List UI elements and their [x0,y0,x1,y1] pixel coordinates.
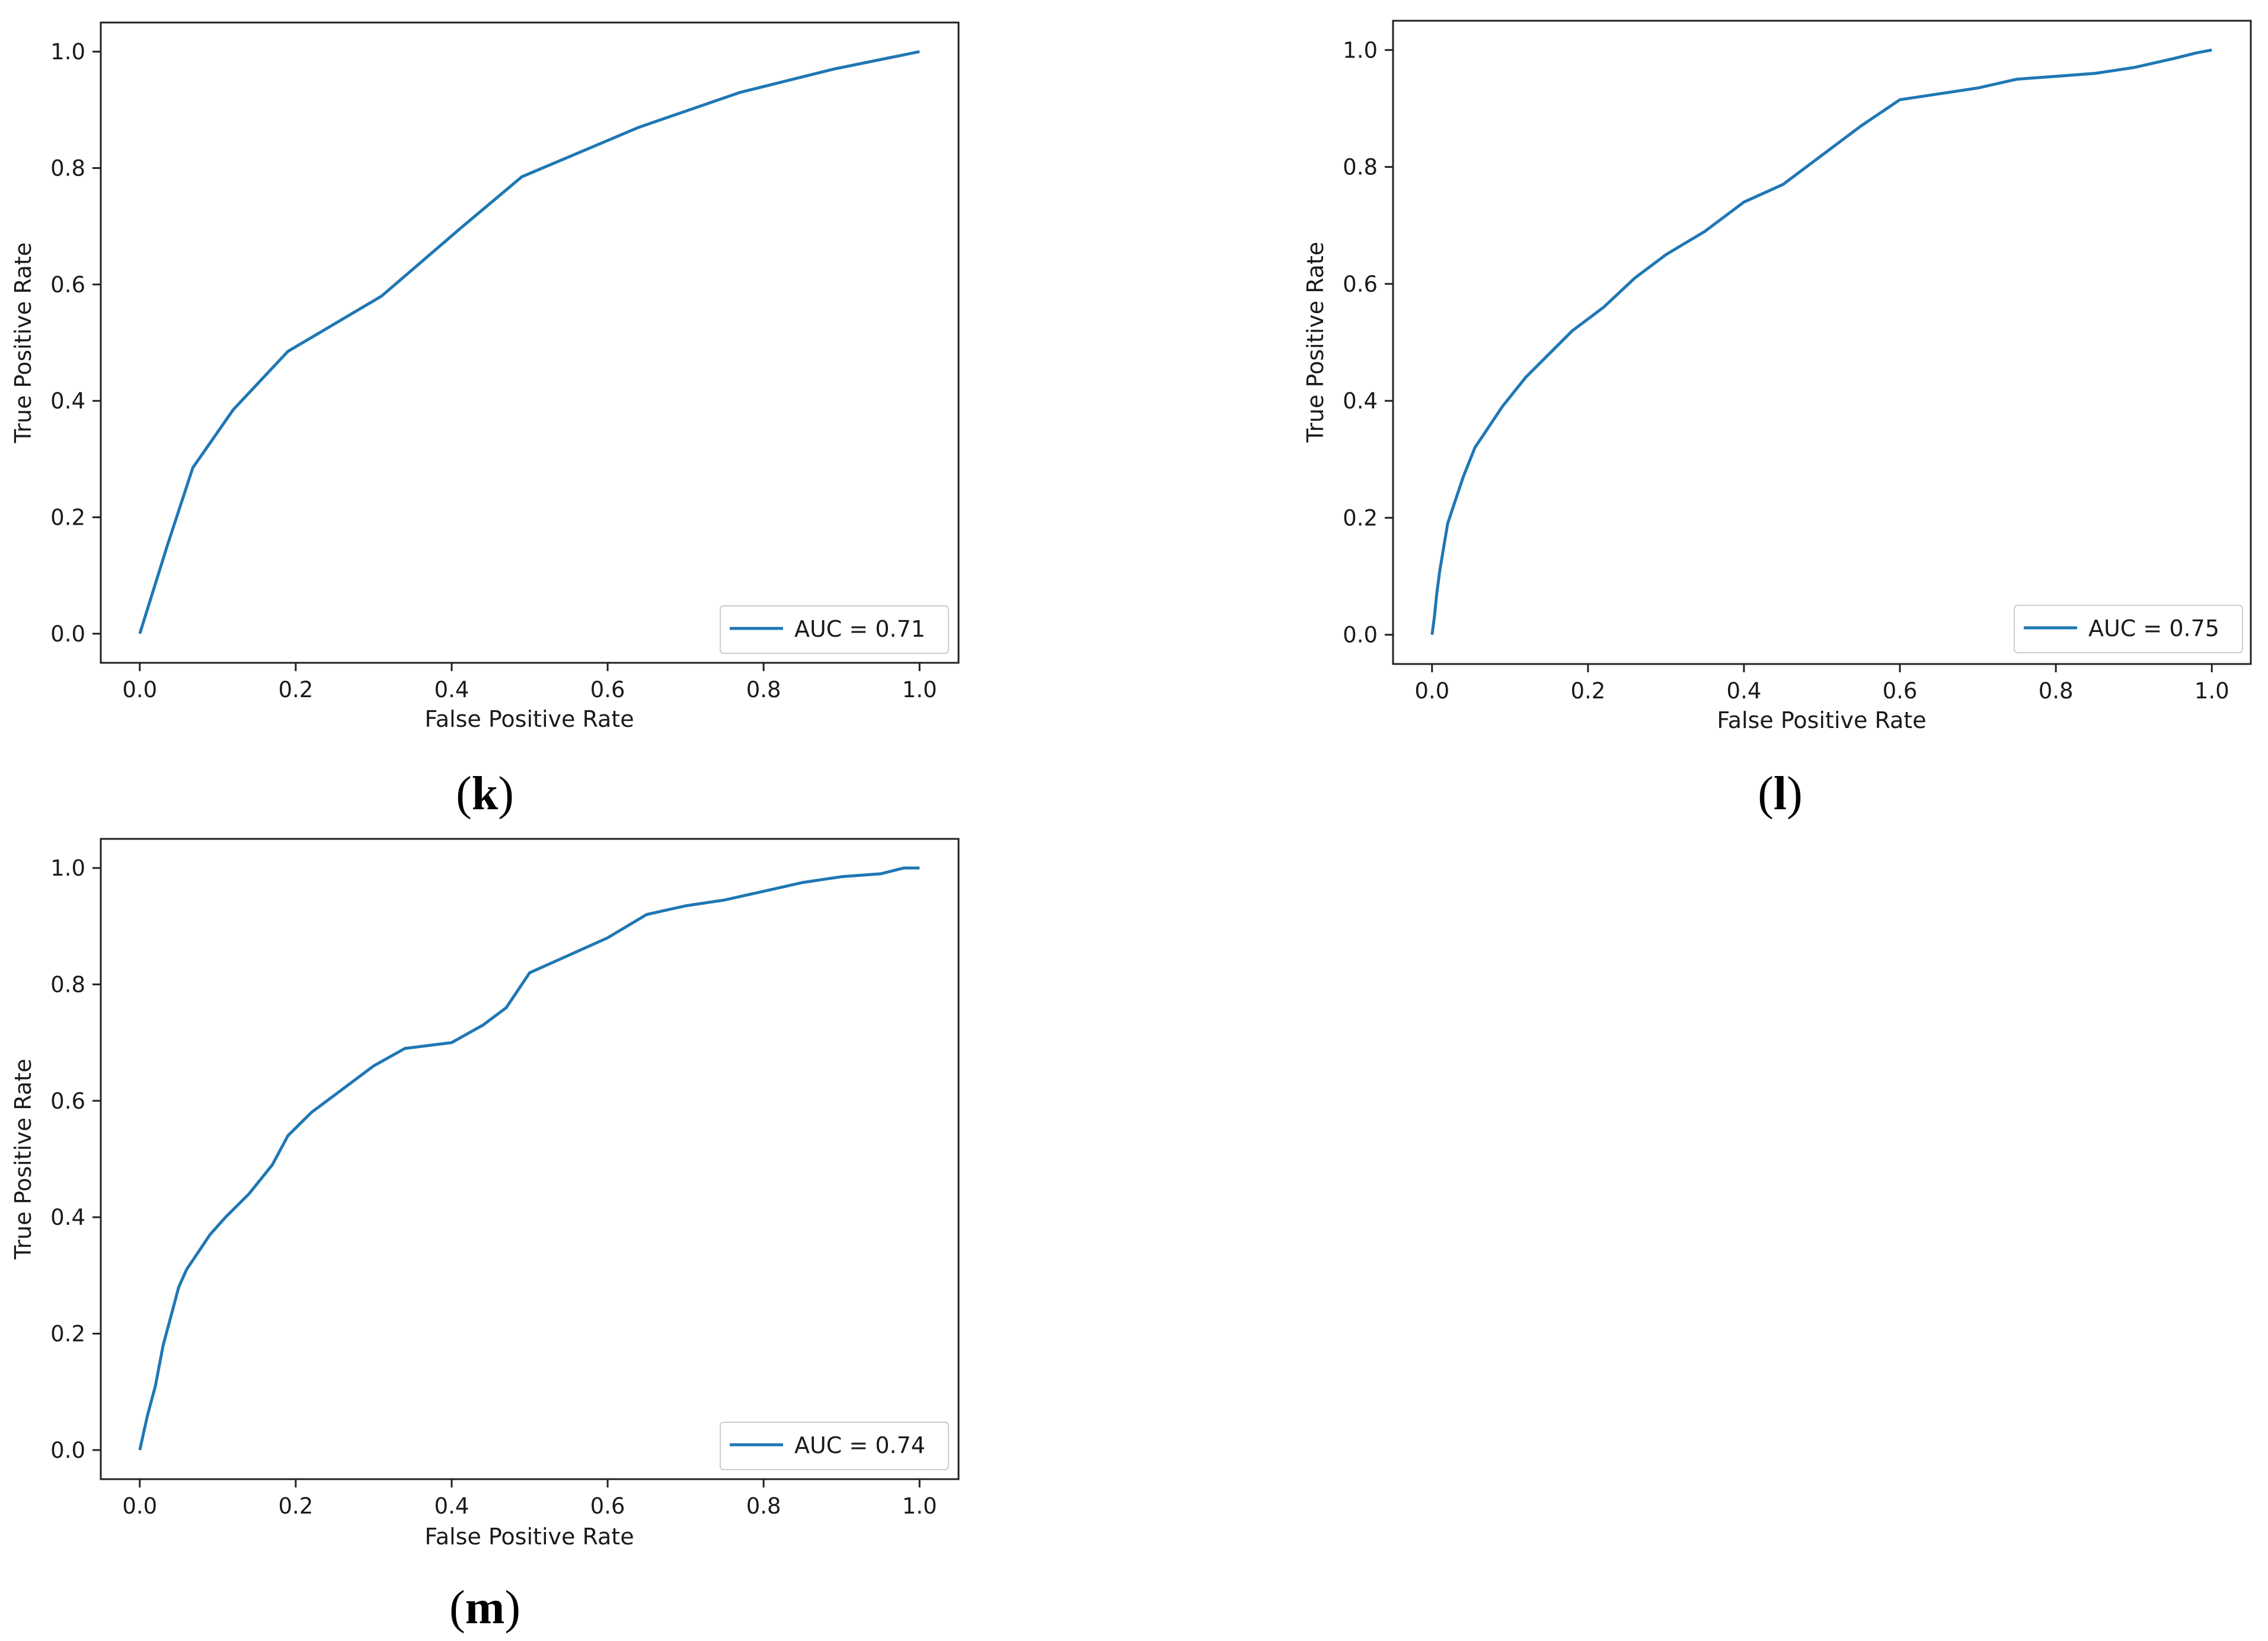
chart-l-legend-label: AUC = 0.75 [2088,615,2219,641]
x-tick-label: 0.4 [1727,678,1762,704]
x-tick-label: 0.2 [278,677,313,703]
chart-l-legend-box [2014,605,2243,653]
chart-m-y-axis-label: True Positive Rate [10,1059,36,1260]
y-tick-label: 0.4 [50,388,85,414]
y-tick-label: 0.0 [1343,622,1378,648]
y-tick-label: 0.8 [1343,155,1378,180]
y-tick-label: 1.0 [50,39,85,65]
chart-l-x-ticks: 0.0 0.2 0.4 0.6 0.8 1.0 [1414,664,2229,704]
chart-l: 0.0 0.2 0.4 0.6 0.8 1.0 0.0 0.2 0.4 0.6 0.8 1.0 Fa… [1302,20,2252,820]
chart-m: 0.0 0.2 0.4 0.6 0.8 1.0 0.0 0.2 0.4 0.6 0.8 1.0 Fa… [10,838,960,1634]
y-tick-label: 0.2 [50,505,85,531]
x-tick-label: 0.0 [122,1493,157,1519]
chart-l-x-axis-label: False Positive Rate [1717,707,1926,733]
x-tick-label: 0.6 [590,677,625,703]
chart-l-frame [1392,20,2252,665]
chart-l-y-axis-label: True Positive Rate [1302,242,1328,443]
chart-l-y-ticks: 0.0 0.2 0.4 0.6 0.8 1.0 [1343,37,1393,648]
chart-m-roc-line [138,866,920,1451]
x-tick-label: 1.0 [902,1493,937,1519]
panel-label-m: (m) [449,1582,520,1634]
chart-m-y-ticks: 0.0 0.2 0.4 0.6 0.8 1.0 [50,855,101,1463]
chart-m-x-ticks: 0.0 0.2 0.4 0.6 0.8 1.0 [122,1479,937,1519]
panel-label-l: (l) [1758,768,1803,820]
y-tick-label: 1.0 [50,855,85,881]
x-tick-label: 1.0 [902,677,937,703]
chart-m-legend-box [720,1422,949,1470]
x-tick-label: 0.8 [2039,678,2074,704]
x-tick-label: 0.0 [122,677,157,703]
x-tick-label: 1.0 [2194,678,2229,704]
y-tick-label: 0.2 [1343,505,1378,531]
y-tick-label: 0.4 [50,1205,85,1230]
chart-k-y-axis-label: True Positive Rate [10,242,36,444]
y-tick-label: 0.0 [50,1438,85,1463]
x-tick-label: 0.2 [1570,678,1605,704]
x-tick-label: 0.8 [746,1493,781,1519]
chart-m-frame [100,838,960,1480]
y-tick-label: 0.6 [1343,272,1378,297]
chart-k-x-ticks: 0.0 0.2 0.4 0.6 0.8 1.0 [122,663,937,703]
chart-m-x-axis-label: False Positive Rate [424,1524,634,1550]
chart-k-x-axis-label: False Positive Rate [424,706,634,732]
x-tick-label: 0.2 [278,1493,313,1519]
panel-label-k: (k) [456,768,514,820]
chart-k-roc-line [138,50,920,634]
chart-k: 0.0 0.2 0.4 0.6 0.8 1.0 0.0 0.2 0.4 0.6 0.8 1.0 Fa… [10,21,960,820]
x-tick-label: 0.4 [435,1493,469,1519]
chart-k-y-ticks: 0.0 0.2 0.4 0.6 0.8 1.0 [50,39,101,647]
y-tick-label: 0.0 [50,621,85,647]
y-tick-label: 0.2 [50,1321,85,1347]
x-tick-label: 0.4 [435,677,469,703]
chart-k-frame [100,21,960,664]
y-tick-label: 0.6 [50,272,85,298]
panel-label-m-letter: m [465,1582,505,1634]
x-tick-label: 0.0 [1414,678,1449,704]
x-tick-label: 0.6 [590,1493,625,1519]
y-tick-label: 0.8 [50,155,85,181]
y-tick-label: 1.0 [1343,37,1378,63]
chart-m-legend: AUC = 0.74 [720,1422,949,1470]
panel-label-k-letter: k [472,768,499,820]
chart-k-legend-label: AUC = 0.71 [794,616,925,642]
panel-label-l-letter: l [1774,768,1787,820]
chart-m-legend-label: AUC = 0.74 [794,1432,925,1458]
chart-l-roc-line [1430,48,2212,636]
y-tick-label: 0.6 [50,1088,85,1114]
chart-l-legend: AUC = 0.75 [2014,605,2243,653]
y-tick-label: 0.4 [1343,388,1378,414]
x-tick-label: 0.6 [1883,678,1918,704]
chart-k-legend: AUC = 0.71 [720,605,949,654]
y-tick-label: 0.8 [50,972,85,997]
chart-k-legend-box [720,605,949,654]
x-tick-label: 0.8 [746,677,781,703]
